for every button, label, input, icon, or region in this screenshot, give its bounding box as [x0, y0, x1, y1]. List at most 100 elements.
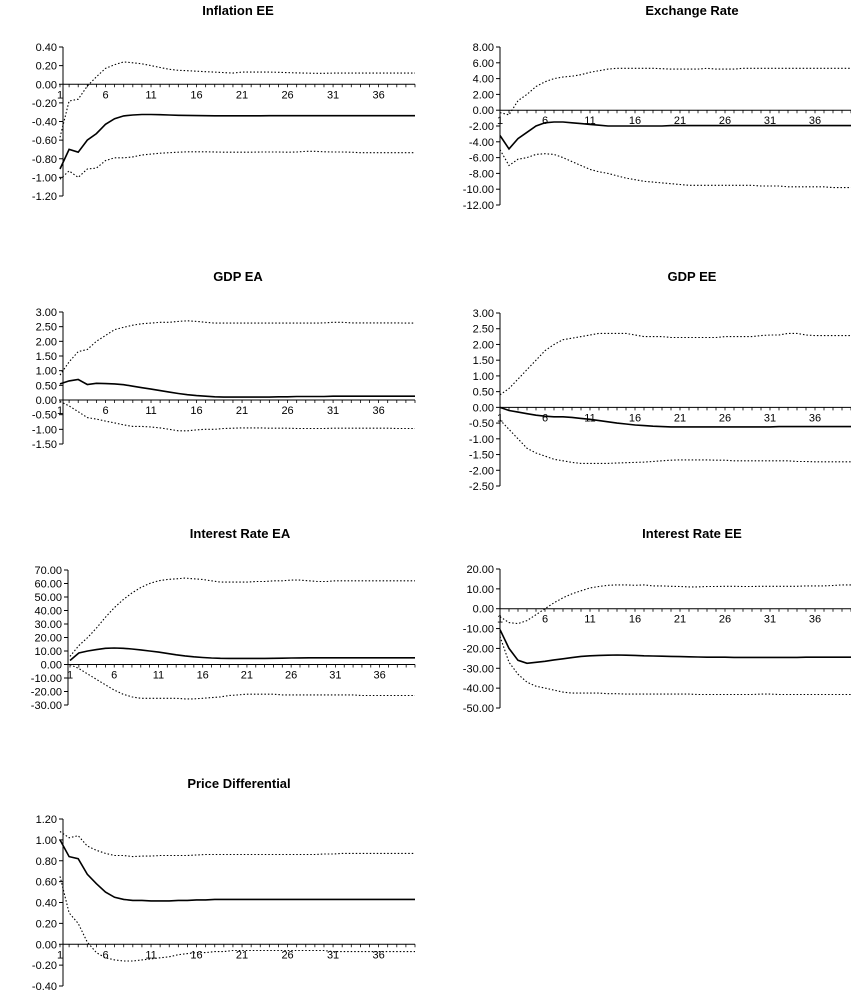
- x-tick-label: 6: [102, 949, 108, 961]
- chart-title: Inflation EE: [202, 3, 274, 18]
- y-tick-label: 1.00: [36, 366, 57, 378]
- x-tick-label: 1: [497, 412, 503, 424]
- confidence-band-line: [69, 577, 415, 657]
- x-tick-label: 31: [764, 614, 776, 626]
- x-tick-label: 26: [719, 412, 731, 424]
- chart-panel: Price Differential 1.20 1.00 0.80 0.60 0.40 0.…: [32, 776, 416, 993]
- x-tick-label: 11: [145, 89, 156, 101]
- impulse-response-line: [499, 121, 851, 151]
- y-tick-label: -0.20: [32, 98, 57, 110]
- x-tick-label: 1: [57, 89, 63, 101]
- impulse-response-line: [499, 629, 851, 665]
- confidence-band-line: [59, 401, 415, 432]
- confidence-band-line: [59, 831, 415, 858]
- x-tick-label: 11: [584, 412, 595, 424]
- y-tick-label: -4.00: [469, 137, 494, 149]
- y-tick-label: -12.00: [463, 200, 494, 212]
- y-tick-label: -8.00: [469, 168, 494, 180]
- y-tick-label: 1.50: [36, 351, 57, 363]
- y-tick-label: 0.00: [473, 604, 494, 616]
- y-tick-label: -10.00: [463, 184, 494, 196]
- x-tick-label: 26: [281, 89, 293, 101]
- y-tick-label: 0.00: [36, 79, 57, 91]
- y-tick-label: 0.20: [36, 918, 57, 930]
- x-tick-label: 1: [57, 405, 63, 417]
- y-tick-label: 0.00: [473, 402, 494, 414]
- x-tick-label: 1: [67, 670, 73, 682]
- y-tick-label: 50.00: [34, 592, 62, 604]
- x-tick-label: 36: [809, 115, 821, 127]
- impulse-response-line: [59, 839, 415, 902]
- y-tick-label: 2.50: [36, 322, 57, 334]
- x-tick-label: 36: [373, 670, 385, 682]
- x-tick-label: 21: [674, 614, 686, 626]
- y-tick-label: -0.50: [32, 410, 57, 422]
- y-tick-label: -1.20: [32, 191, 57, 203]
- y-tick-label: 0.00: [41, 660, 62, 672]
- x-tick-label: 16: [190, 89, 202, 101]
- y-tick-label: 0.50: [36, 380, 57, 392]
- x-tick-label: 36: [372, 89, 384, 101]
- chart-title: GDP EA: [213, 269, 263, 284]
- x-tick-label: 21: [236, 949, 248, 961]
- y-tick-label: 10.00: [466, 584, 494, 596]
- y-tick-label: 0.20: [36, 61, 57, 73]
- y-tick-label: -0.20: [32, 960, 57, 972]
- y-tick-label: 1.00: [36, 835, 57, 847]
- chart-title: Interest Rate EE: [642, 526, 742, 541]
- chart-panel: GDP EE 3.00 2.50 2.00 1.50 1.00 0.50 0.00 -0.50 -…: [469, 269, 851, 493]
- confidence-band-line: [499, 332, 851, 396]
- x-tick-label: 36: [809, 412, 821, 424]
- confidence-band-line: [499, 67, 851, 116]
- x-tick-label: 6: [111, 670, 117, 682]
- y-tick-label: -10.00: [463, 624, 494, 636]
- y-tick-label: 30.00: [34, 619, 62, 631]
- confidence-band-line: [59, 320, 415, 376]
- x-tick-label: 26: [719, 115, 731, 127]
- x-tick-label: 16: [190, 949, 202, 961]
- x-tick-label: 36: [372, 405, 384, 417]
- y-tick-label: 0.40: [36, 42, 57, 54]
- x-tick-label: 36: [809, 614, 821, 626]
- x-tick-label: 26: [281, 405, 293, 417]
- x-tick-label: 21: [241, 670, 253, 682]
- y-tick-label: 2.00: [36, 336, 57, 348]
- chart-panel: GDP EA 3.00 2.50 2.00 1.50 1.00 0.50 0.00 -0.50 -…: [32, 269, 416, 451]
- impulse-response-line: [59, 113, 415, 170]
- y-tick-label: 0.50: [473, 387, 494, 399]
- y-tick-label: -10.00: [31, 673, 62, 685]
- x-tick-label: 31: [764, 412, 776, 424]
- x-tick-label: 16: [629, 115, 641, 127]
- chart-title: Interest Rate EA: [190, 526, 291, 541]
- y-tick-label: 20.00: [466, 564, 494, 576]
- y-tick-label: -30.00: [31, 700, 62, 712]
- y-tick-label: 40.00: [34, 606, 62, 618]
- x-tick-label: 21: [236, 89, 248, 101]
- confidence-band-line: [499, 149, 851, 189]
- x-tick-label: 31: [327, 949, 339, 961]
- y-tick-label: 70.00: [34, 565, 62, 577]
- x-tick-label: 31: [764, 115, 776, 127]
- y-tick-label: 3.00: [473, 308, 494, 320]
- x-tick-label: 16: [197, 670, 209, 682]
- confidence-band-line: [499, 584, 851, 625]
- y-tick-label: -6.00: [469, 153, 494, 165]
- x-tick-label: 1: [57, 949, 63, 961]
- impulse-response-line: [59, 378, 415, 398]
- confidence-band-line: [499, 636, 851, 696]
- impulse-response-line: [69, 647, 415, 662]
- y-tick-label: -0.50: [469, 418, 494, 430]
- x-tick-label: 11: [584, 614, 595, 626]
- confidence-band-line: [59, 61, 415, 138]
- y-tick-label: 10.00: [34, 646, 62, 658]
- y-tick-label: 0.00: [473, 105, 494, 117]
- x-tick-label: 16: [629, 412, 641, 424]
- x-tick-label: 6: [102, 405, 108, 417]
- x-tick-label: 6: [542, 412, 548, 424]
- y-tick-label: 0.40: [36, 898, 57, 910]
- y-tick-label: 0.00: [36, 395, 57, 407]
- x-tick-label: 16: [190, 405, 202, 417]
- x-tick-label: 31: [327, 405, 339, 417]
- y-tick-label: 8.00: [473, 42, 494, 54]
- chart-panel: Exchange Rate 8.00 6.00 4.00 2.00 0.00 -2.00 -4…: [463, 3, 851, 212]
